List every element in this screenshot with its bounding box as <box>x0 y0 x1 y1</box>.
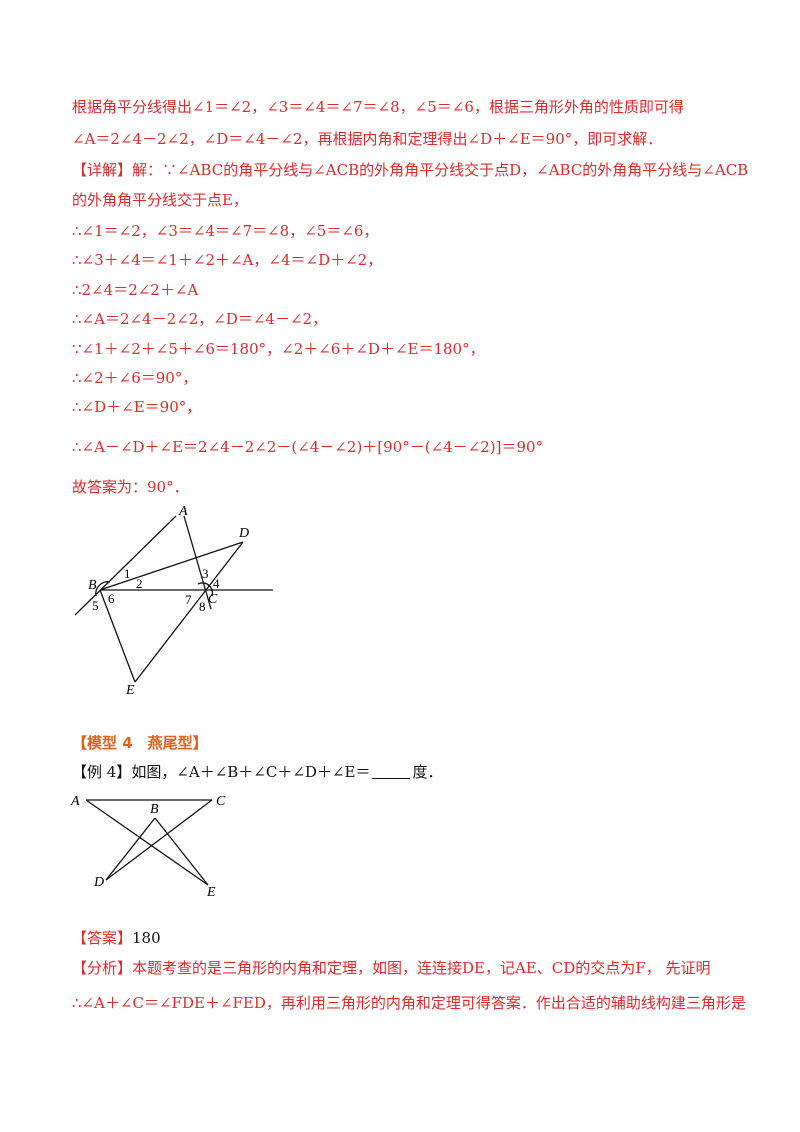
example-question: 【例 4】如图，∠A＋∠B＋∠C＋∠D＋∠E＝ 度． <box>72 762 442 782</box>
step-line-2: ∴∠3＋∠4＝∠1＋∠2＋∠A，∠4＝∠D＋∠2， <box>72 251 383 269</box>
step-line-1: ∴∠1＝∠2，∠3＝∠4＝∠7＝∠8，∠5＝∠6， <box>72 222 379 240</box>
detail-tag: 【详解】 <box>72 161 133 179</box>
analysis2-line-1: 【分析】本题考查的是三角形的内角和定理，如图，连连接DE，记AE、CD的交点为F… <box>72 958 710 978</box>
fig1-label-c: C <box>208 592 218 607</box>
fig1-angle-1: 1 <box>124 566 131 581</box>
step-line-5: ∵∠1＋∠2＋∠5＋∠6＝180°，∠2＋∠6＋∠D＋∠E＝180°， <box>72 340 485 358</box>
analysis2-tag: 【分析】 <box>72 959 133 977</box>
analysis-line-1: 根据角平分线得出∠1＝∠2，∠3＝∠4＝∠7＝∠8，∠5＝∠6，根据三角形外角的… <box>72 98 684 116</box>
step-line-8: ∴∠A－∠D＋∠E＝2∠4－2∠2－(∠4－∠2)＋[90°－(∠4－∠2)]＝… <box>72 438 544 456</box>
fig1-label-d: D <box>238 526 249 541</box>
detail-text: 解：∵∠ABC的角平分线与∠ACB的外角角平分线交于点D，∠ABC的外角角平分线… <box>132 161 749 179</box>
answer-value: 180 <box>132 929 161 947</box>
answer-tag: 【答案】 <box>72 929 133 947</box>
angle-bisector-figure: A D B C E 1 2 3 4 5 6 7 8 <box>74 504 273 698</box>
fig2-label-a: A <box>70 794 80 809</box>
step-line-6: ∴∠2＋∠6＝90°， <box>72 369 198 387</box>
example-text-end: 度． <box>412 763 443 781</box>
analysis-line-2: ∠A＝2∠4－2∠2，∠D＝∠4－∠2，再根据内角和定理得出∠D＋∠E＝90°，… <box>72 130 663 148</box>
fig1-label-e: E <box>125 683 135 698</box>
fig1-angle-4: 4 <box>213 576 220 591</box>
model-heading: 【模型 4 燕尾型】 <box>72 734 208 752</box>
fig1-angle-6: 6 <box>108 591 115 606</box>
fig1-angle-2: 2 <box>136 576 143 591</box>
fig1-angle-7: 7 <box>185 592 192 607</box>
fig2-label-c: C <box>216 794 226 809</box>
conclusion-line: 故答案为：90°． <box>72 478 189 496</box>
example-tag: 【例 4】 <box>72 763 132 781</box>
fig2-label-b: B <box>150 802 159 817</box>
fig1-angle-8: 8 <box>199 599 206 614</box>
fig2-label-d: D <box>93 875 104 890</box>
swallowtail-figure: A B C D E <box>70 794 226 900</box>
fig2-label-e: E <box>206 885 216 900</box>
step-line-7: ∴∠D＋∠E＝90°， <box>72 398 202 416</box>
fig1-angle-5: 5 <box>92 598 99 613</box>
example-text: 如图，∠A＋∠B＋∠C＋∠D＋∠E＝ <box>131 763 371 781</box>
fig1-angle-3: 3 <box>202 566 209 581</box>
analysis2-text: 本题考查的是三角形的内角和定理，如图，连连接DE，记AE、CD的交点为F， 先证… <box>132 959 711 977</box>
step-line-4: ∴∠A＝2∠4－2∠2，∠D＝∠4－∠2， <box>72 310 328 328</box>
analysis2-line-2: ∴∠A＋∠C＝∠FDE＋∠FED，再利用三角形的内角和定理可得答案．作出合适的辅… <box>72 994 746 1012</box>
step-line-3: ∴2∠4＝2∠2＋∠A <box>72 281 199 299</box>
detail-line-2: 的外角角平分线交于点E， <box>72 191 248 209</box>
answer-blank <box>372 764 411 779</box>
answer-line: 【答案】180 <box>72 928 161 948</box>
fig1-label-a: A <box>178 504 188 519</box>
detail-line-1: 【详解】解：∵∠ABC的角平分线与∠ACB的外角角平分线交于点D，∠ABC的外角… <box>72 160 748 180</box>
fig1-label-b: B <box>88 578 97 593</box>
